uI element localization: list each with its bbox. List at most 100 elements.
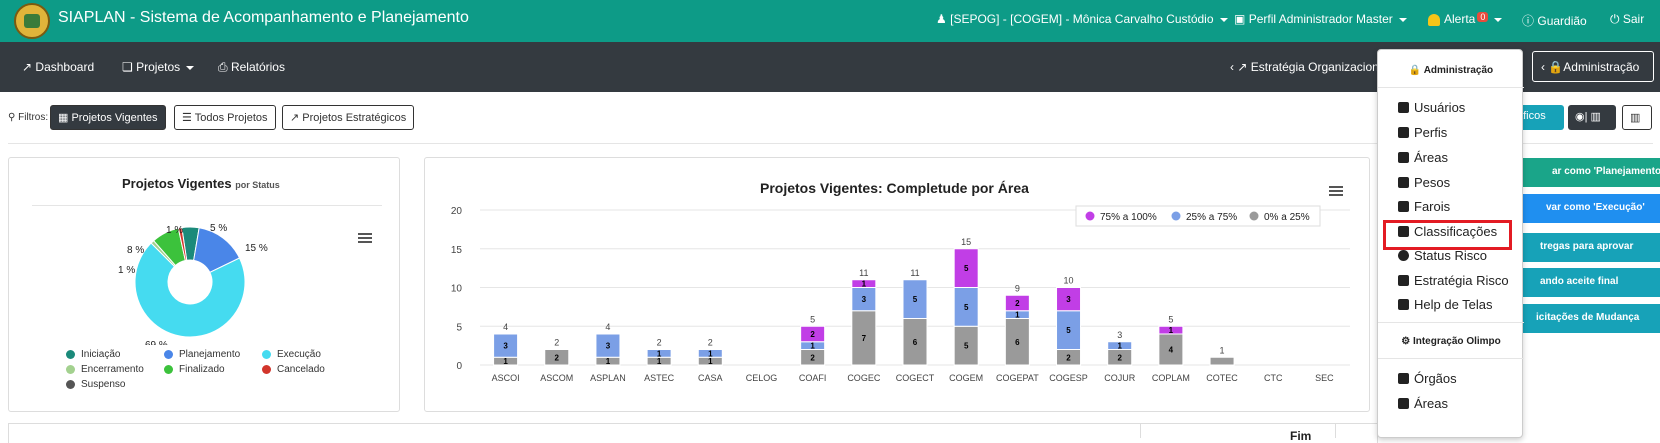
bar-segment[interactable] xyxy=(1004,294,1030,312)
bar-segment[interactable] xyxy=(800,325,826,343)
legend-encerramento[interactable]: Encerramento xyxy=(66,364,144,375)
bar-segment[interactable] xyxy=(1158,325,1184,335)
bar-segment[interactable] xyxy=(1004,318,1030,366)
bar-segment[interactable] xyxy=(1158,333,1184,366)
highlight-box xyxy=(1383,220,1512,250)
warning-icon xyxy=(1398,275,1409,286)
pie-menu-icon[interactable] xyxy=(358,233,372,243)
filter-vigentes-label: Projetos Vigentes xyxy=(71,112,158,124)
legend-suspenso[interactable]: Suspenso xyxy=(66,379,125,390)
filters-label: ⚲ Filtros: xyxy=(8,112,48,123)
nav-dashboard[interactable]: ↗ Dashboard xyxy=(22,60,94,74)
bar-segment[interactable] xyxy=(1056,310,1082,350)
entregas-aprovar-button[interactable]: tregas para aprovar xyxy=(1520,233,1660,262)
bar-segment[interactable] xyxy=(902,279,928,319)
bar-data-label: 5 xyxy=(964,303,969,312)
guardiao-link[interactable]: ⓘ Guardião xyxy=(1522,12,1587,29)
legend-label[interactable]: 25% a 75% xyxy=(1186,212,1237,223)
calendar-icon: ▦ xyxy=(58,112,69,124)
bar-data-label: 1 xyxy=(657,357,662,366)
bar-segment[interactable] xyxy=(953,248,979,288)
bar-data-label: 1 xyxy=(1169,326,1174,335)
bar-segment[interactable] xyxy=(493,333,519,358)
bar-data-label: 1 xyxy=(862,280,867,289)
chevron-down-icon xyxy=(1494,17,1503,22)
legend-execucao[interactable]: Execução xyxy=(262,349,321,360)
menu-item-classificacoes[interactable]: Classificações xyxy=(1398,224,1497,239)
profile-name: Perfil Administrador Master xyxy=(1248,12,1393,26)
bar-segment[interactable] xyxy=(646,349,672,358)
aprovar-execucao-button[interactable]: var como 'Execução' xyxy=(1520,194,1660,223)
user-menu[interactable]: ♟ [SEPOG] - [COGEM] - Mônica Carvalho Cu… xyxy=(936,12,1228,26)
chart-toggle-label: | xyxy=(1584,111,1591,123)
print-icon: ⎙ xyxy=(218,60,228,74)
chevron-left-icon: ‹ xyxy=(1541,60,1545,74)
bar-segment[interactable] xyxy=(851,279,877,288)
bar-total-label: 4 xyxy=(605,322,610,332)
aceite-final-button[interactable]: ando aceite final xyxy=(1520,268,1660,297)
nav-projetos[interactable]: ❏ Projetos xyxy=(122,60,195,74)
bar-data-label: 1 xyxy=(503,357,508,366)
pie-slice[interactable] xyxy=(177,227,188,262)
menu-item-estrategia-risco[interactable]: Estratégia Risco xyxy=(1398,273,1509,288)
id-card-icon: ▣ xyxy=(1234,12,1246,26)
filter-estrategicos-button[interactable]: ↗ Projetos Estratégicos xyxy=(282,105,415,130)
table-col-divider xyxy=(1140,423,1141,438)
dropdown-header-administracao: 🔒 Administração xyxy=(1378,65,1524,76)
bar-segment[interactable] xyxy=(544,349,570,366)
execucao-label: var como 'Execução' xyxy=(1546,202,1645,213)
bar-segment[interactable] xyxy=(1056,287,1082,312)
pie-chart-title: Projetos Vigentes por Status xyxy=(122,176,280,191)
menu-item-farois[interactable]: Farois xyxy=(1398,199,1450,214)
bar-segment[interactable] xyxy=(902,318,928,366)
aprovar-planejamento-button[interactable]: ar como 'Planejamento' xyxy=(1520,158,1660,187)
menu-item-areas[interactable]: Áreas xyxy=(1398,150,1448,165)
legend-label[interactable]: 0% a 25% xyxy=(1264,212,1310,223)
table-header-fim[interactable]: Fim xyxy=(1290,429,1312,443)
bar-segment[interactable] xyxy=(1107,341,1133,350)
legend-finalizado[interactable]: Finalizado xyxy=(164,364,225,375)
profile-menu[interactable]: ▣ Perfil Administrador Master xyxy=(1234,12,1407,26)
bar-data-label: 1 xyxy=(606,357,611,366)
x-tick-label: COGECT xyxy=(896,373,935,383)
x-tick-label: COJUR xyxy=(1104,373,1135,383)
nav-relatorios[interactable]: ⎙ Relatórios xyxy=(218,60,285,75)
bar-segment[interactable] xyxy=(697,349,723,358)
nav-estrategia[interactable]: ‹ ↗ Estratégia Organizacion xyxy=(1230,60,1379,74)
bar-segment[interactable] xyxy=(595,333,621,358)
siaplan-logo-icon[interactable] xyxy=(14,3,50,39)
legend-cancelado[interactable]: Cancelado xyxy=(262,364,325,375)
dropdown-separator xyxy=(1378,358,1524,359)
bar-segment[interactable] xyxy=(953,325,979,366)
pie-chart: 5 % 15 % 69 % 1 % 8 % 1 % xyxy=(118,223,268,345)
menu-item-orgaos[interactable]: Órgãos xyxy=(1398,371,1457,386)
chart-toggle-button[interactable]: ◉| ▥ xyxy=(1568,105,1616,130)
menu-item-usuarios[interactable]: Usuários xyxy=(1398,100,1465,115)
filter-todos-button[interactable]: ☰ Todos Projetos xyxy=(174,105,276,130)
menu-item-pesos[interactable]: Pesos xyxy=(1398,175,1450,190)
nav-administracao[interactable]: ‹ 🔒Administração xyxy=(1532,51,1654,82)
bar-menu-icon[interactable] xyxy=(1329,186,1343,196)
filter-vigentes-button[interactable]: ▦ Projetos Vigentes xyxy=(50,105,166,130)
sair-link[interactable]: ⏻ Sair xyxy=(1610,12,1644,27)
menu-item-status-risco[interactable]: Status Risco xyxy=(1398,248,1487,263)
bar-total-label: 9 xyxy=(1015,283,1020,293)
divider xyxy=(8,143,1653,144)
legend-label[interactable]: 75% a 100% xyxy=(1100,212,1157,223)
bar-segment[interactable] xyxy=(851,310,877,366)
alert-menu[interactable]: Alerta 0 xyxy=(1428,12,1503,26)
menu-item-areas-olimpo[interactable]: Áreas xyxy=(1398,396,1448,411)
y-tick-label: 10 xyxy=(451,284,463,295)
bar-chart-button[interactable]: ▥ xyxy=(1622,105,1652,130)
bar-segment[interactable] xyxy=(1209,356,1235,366)
menu-item-perfis[interactable]: Perfis xyxy=(1398,125,1447,140)
menu-item-help-telas[interactable]: Help de Telas xyxy=(1398,297,1493,312)
legend-iniciacao[interactable]: Iniciação xyxy=(66,349,120,360)
app-title[interactable]: SIAPLAN - Sistema de Acompanhamento e Pl… xyxy=(58,9,469,26)
legend-label: Cancelado xyxy=(277,364,325,375)
legend-planejamento[interactable]: Planejamento xyxy=(164,349,240,360)
solicitacoes-mudanca-button[interactable]: icitações de Mudança xyxy=(1520,304,1660,333)
pie-slice[interactable] xyxy=(134,242,246,338)
bar-total-label: 5 xyxy=(1168,314,1173,324)
pie-data-label: 69 % xyxy=(145,340,168,345)
